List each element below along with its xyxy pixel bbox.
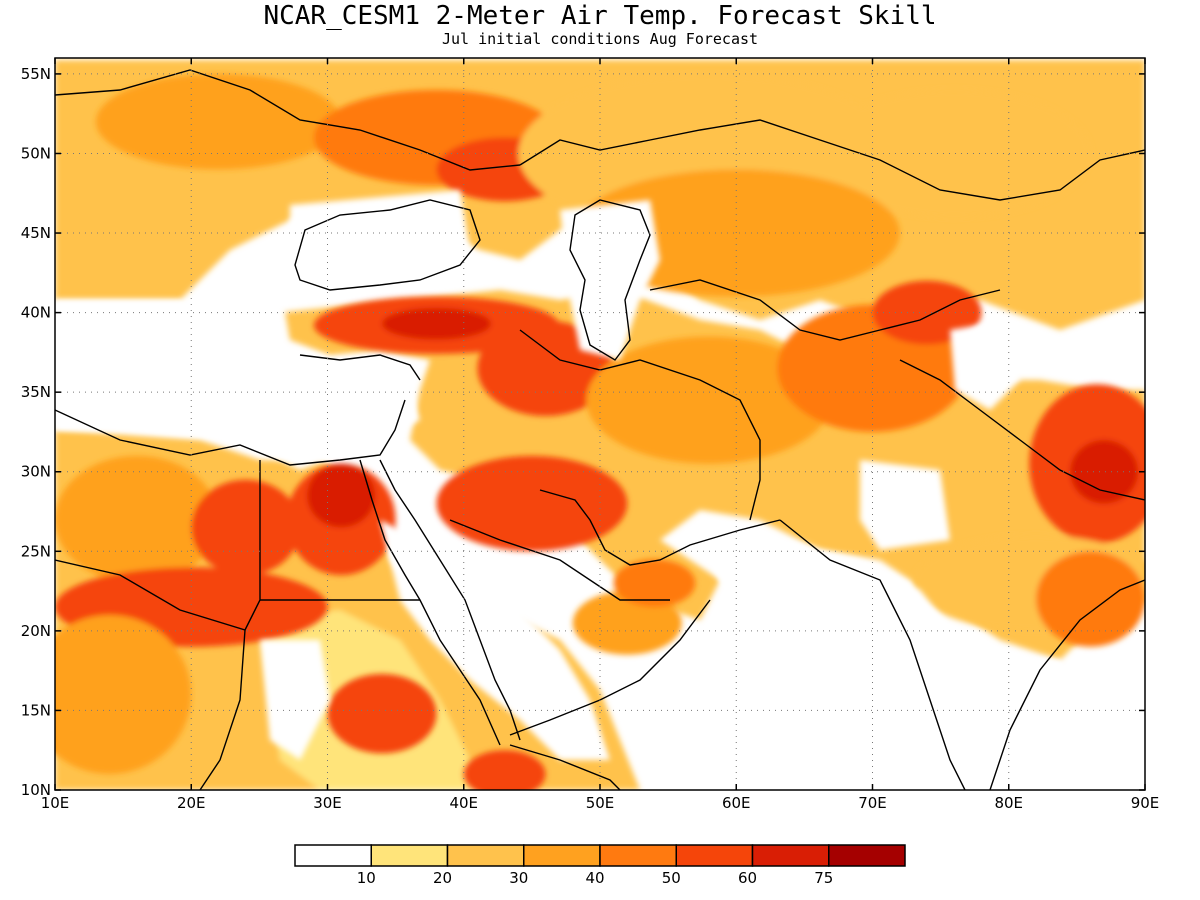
lat-tick-label: 45N (21, 224, 51, 242)
border-iran (519, 329, 761, 521)
coastline-black-sea (294, 199, 481, 291)
border-kazakhstan (519, 119, 1145, 201)
lon-tick-label: 10E (41, 794, 70, 812)
coastline-arabia-south (509, 599, 711, 736)
colorbar-swatch (828, 844, 906, 867)
skill-region-26 (463, 750, 546, 790)
colorbar-label: 60 (738, 869, 757, 887)
lat-tick-label: 20N (21, 622, 51, 640)
low-skill-tibet-patch (950, 320, 1020, 410)
coastlines (55, 69, 1145, 790)
skill-region-16 (55, 455, 219, 584)
graticule (55, 58, 1145, 790)
lon-tick-label: 30E (313, 794, 342, 812)
low-skill-asia-patch (860, 460, 950, 550)
colorbar-swatch (599, 844, 677, 867)
map-panel: 10E 20E 30E 40E 50E 60E 70E 80E 90E 10N 15N 20N 25N… (21, 57, 1160, 812)
map-subtitle: Jul initial conditions Aug Forecast (442, 30, 758, 48)
low-skill-mediterranean (55, 300, 420, 470)
border-arabia (449, 519, 670, 601)
low-skill-black-sea (290, 190, 470, 290)
low-skill-arabian-sea-india (700, 540, 1080, 790)
latitude-labels: 10N 15N 20N 25N 30N 35N 40N 45N 50N 55N (21, 65, 51, 799)
coastline-caspian-sea (569, 199, 651, 361)
skill-region-0 (95, 73, 342, 170)
lat-tick-label: 50N (21, 144, 51, 162)
border-europe-north (55, 69, 521, 171)
colorbar: 10 20 30 40 50 60 75 (294, 844, 906, 887)
colorbar-swatch (751, 844, 830, 867)
colorbar-label: 20 (433, 869, 452, 887)
skill-region-22 (436, 455, 628, 552)
low-skill-red-sea-arabia (380, 520, 610, 760)
colorbar-label: 75 (814, 869, 833, 887)
lon-tick-label: 80E (994, 794, 1023, 812)
colorbar-label: 40 (585, 869, 604, 887)
skill-region-15 (1036, 551, 1145, 647)
lon-tick-label: 50E (586, 794, 615, 812)
lon-tick-label: 20E (177, 794, 206, 812)
axis-ticks (54, 58, 1146, 791)
lat-tick-label: 30N (21, 463, 51, 481)
colorbar-swatch (294, 844, 372, 867)
lon-tick-label: 40E (449, 794, 478, 812)
skill-region-18 (191, 479, 301, 576)
coastline-india-west (779, 519, 966, 790)
skill-region-13 (1070, 439, 1139, 504)
colorbar-swatch (370, 844, 449, 867)
lat-tick-label: 10N (21, 781, 51, 799)
low-skill-sahel (260, 640, 330, 760)
coastline-anatolia-south (299, 354, 421, 381)
lon-tick-label: 60E (722, 794, 751, 812)
coastline-persian-gulf (539, 489, 781, 566)
lat-tick-label: 15N (21, 701, 51, 719)
coastline-red-sea-east (379, 459, 521, 741)
colorbar-label: 30 (509, 869, 528, 887)
skill-region-23 (327, 673, 437, 754)
coastline-mediterranean-south (55, 399, 406, 466)
map-title: NCAR_CESM1 2-Meter Air Temp. Forecast Sk… (263, 1, 936, 31)
lat-tick-label: 25N (21, 542, 51, 560)
colorbar-label: 50 (662, 869, 681, 887)
border-sahara (55, 559, 246, 790)
skill-region-25 (613, 559, 696, 607)
lat-tick-label: 35N (21, 383, 51, 401)
skill-region-21 (307, 463, 376, 528)
lat-tick-label: 55N (21, 65, 51, 83)
longitude-labels: 10E 20E 30E 40E 50E 60E 70E 80E 90E (41, 794, 1160, 812)
colorbar-swatch (523, 844, 601, 867)
colorbar-swatch (675, 844, 754, 867)
lon-tick-label: 70E (858, 794, 887, 812)
low-skill-areas (55, 190, 1080, 790)
lat-tick-label: 40N (21, 304, 51, 322)
skill-region-11 (872, 280, 982, 345)
skill-region-9 (586, 336, 832, 464)
lon-tick-label: 90E (1131, 794, 1160, 812)
skill-region-7 (382, 307, 491, 340)
border-central-asia (649, 279, 1001, 341)
low-skill-caspian (560, 200, 660, 360)
border-himalaya (899, 359, 1145, 501)
skill-region-4 (818, 89, 1091, 218)
colorbar-label: 10 (357, 869, 376, 887)
coastline-africa-horn (509, 744, 621, 790)
colorbar-swatch (446, 844, 525, 867)
coastline-india-east (989, 579, 1145, 790)
skill-field (55, 58, 1145, 790)
skill-region-19 (55, 614, 192, 775)
